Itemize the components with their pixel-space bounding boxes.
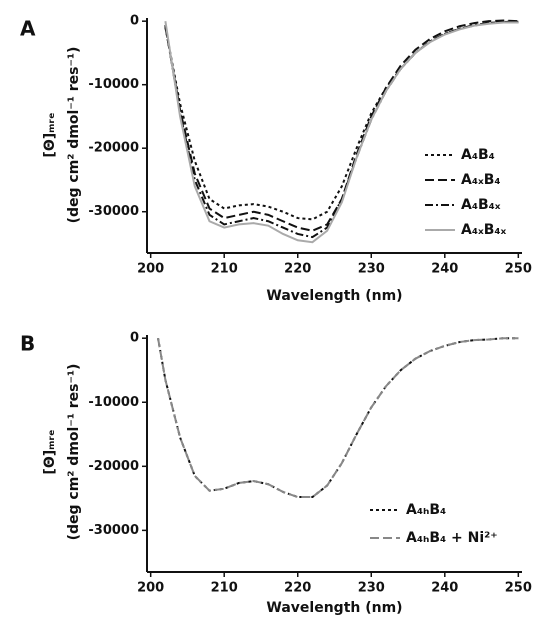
- y-tick-label: 0: [130, 331, 139, 346]
- y-tick-label: -30000: [88, 204, 139, 219]
- x-tick-label: 220: [284, 262, 311, 277]
- legend-label: A₄ₓB₄ₓ: [461, 222, 507, 238]
- x-tick-label: 250: [505, 581, 532, 596]
- y-axis-label: [Θ]ₘᵣₑ: [42, 429, 58, 474]
- y-axis-label: (deg cm² dmol⁻¹ res⁻¹): [66, 364, 82, 541]
- y-tick-label: -30000: [88, 523, 139, 538]
- y-axis-label: [Θ]ₘᵣₑ: [42, 112, 58, 157]
- x-axis-label: Wavelength (nm): [266, 288, 402, 304]
- x-tick-label: 200: [137, 262, 164, 277]
- legend-label: A₄ₕB₄: [406, 502, 446, 518]
- x-tick-label: 220: [284, 581, 311, 596]
- legend-label: A₄B₄: [461, 147, 495, 163]
- x-tick-label: 240: [431, 262, 458, 277]
- data-line: [164, 21, 519, 244]
- x-tick-label: 230: [358, 581, 385, 596]
- legend-label: A₄ₓB₄: [461, 172, 501, 188]
- y-tick-label: -10000: [88, 77, 139, 92]
- panel-label: B: [20, 332, 35, 356]
- x-tick-label: 200: [137, 581, 164, 596]
- x-tick-label: 240: [431, 581, 458, 596]
- y-tick-label: -20000: [88, 141, 139, 156]
- x-tick-label: 210: [211, 262, 238, 277]
- y-axis-label: (deg cm² dmol⁻¹ res⁻¹): [66, 47, 82, 224]
- data-line: [164, 20, 519, 221]
- x-tick-label: 210: [211, 581, 238, 596]
- x-axis-label: Wavelength (nm): [266, 600, 402, 616]
- x-tick-label: 250: [505, 262, 532, 277]
- y-tick-label: 0: [130, 14, 139, 29]
- data-line: [157, 337, 519, 499]
- legend-label: A₄ₕB₄ + Ni²⁺: [406, 530, 498, 546]
- y-tick-label: -10000: [88, 395, 139, 410]
- y-tick-label: -20000: [88, 459, 139, 474]
- legend-label: A₄B₄ₓ: [461, 197, 501, 213]
- panel-label: A: [20, 17, 36, 41]
- x-tick-label: 230: [358, 262, 385, 277]
- data-line: [157, 337, 519, 499]
